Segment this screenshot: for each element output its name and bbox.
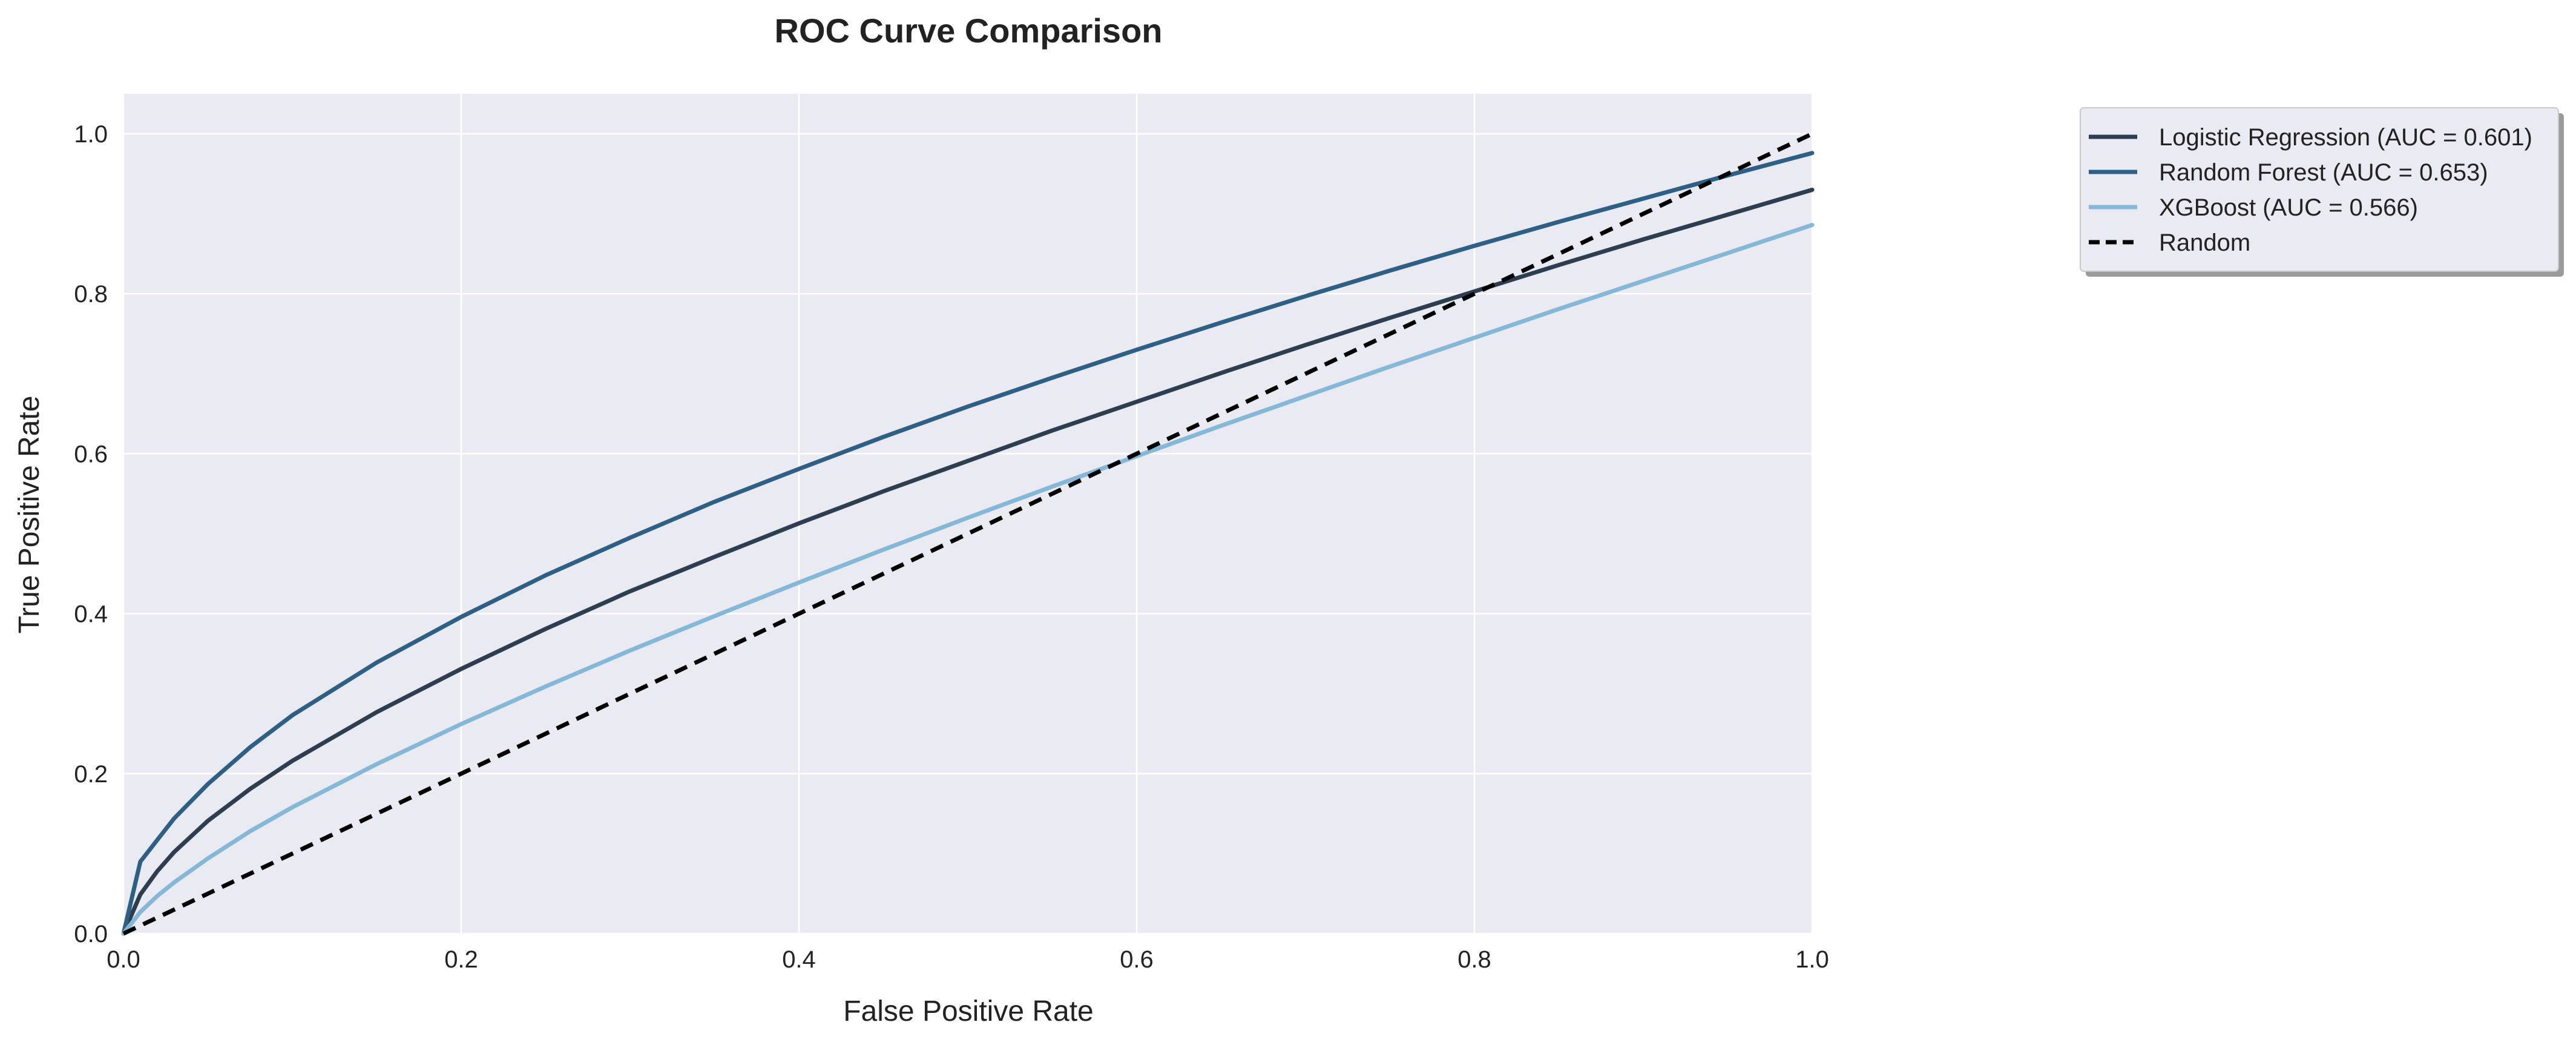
legend: Logistic Regression (AUC = 0.601) Random … [2080, 107, 2564, 277]
legend-label: Random [2159, 229, 2250, 256]
legend-label: Random Forest (AUC = 0.653) [2159, 159, 2488, 186]
series-line-1 [121, 151, 1815, 936]
y-tick-label: 0.6 [74, 441, 108, 467]
chart-title: ROC Curve Comparison [775, 12, 1163, 50]
y-tick-label: 0.8 [74, 281, 108, 308]
plot-area [123, 94, 1812, 934]
x-tick-label: 0.2 [444, 946, 478, 973]
grid [122, 94, 1813, 935]
x-tick-label: 0.0 [107, 946, 140, 973]
y-tick-label: 0.0 [74, 921, 108, 948]
x-axis-label: False Positive Rate [843, 995, 1094, 1027]
legend-label: Logistic Regression (AUC = 0.601) [2159, 124, 2532, 151]
series-line-3 [122, 131, 1813, 936]
y-tick-label: 0.2 [74, 761, 108, 788]
axis-ticks: 0.0 0.2 0.4 0.6 0.8 1.0 0.0 0.2 0.4 0.6 0.8 1.0 [74, 121, 1828, 973]
legend-label: XGBoost (AUC = 0.566) [2159, 194, 2418, 221]
series-lines [121, 131, 1815, 936]
y-tick-label: 1.0 [74, 121, 108, 148]
y-axis-label: True Positive Rate [13, 395, 45, 633]
x-tick-label: 0.6 [1120, 946, 1154, 973]
legend-box [2080, 107, 2559, 272]
series-line-0 [121, 188, 1815, 936]
y-tick-label: 0.4 [74, 601, 108, 628]
x-tick-label: 1.0 [1795, 946, 1829, 973]
x-tick-label: 0.4 [782, 946, 816, 973]
series-line-2 [121, 223, 1815, 936]
x-tick-label: 0.8 [1457, 946, 1491, 973]
